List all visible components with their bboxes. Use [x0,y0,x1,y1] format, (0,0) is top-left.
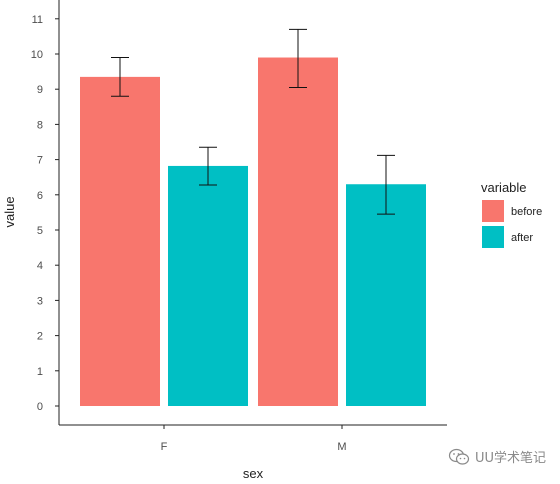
legend-label-before: before [511,206,542,218]
y-tick-label: 0 [37,401,43,413]
legend-swatch-before [482,200,504,222]
wechat-icon [448,448,470,465]
y-tick-label: 1 [37,366,43,378]
y-tick-label: 5 [37,225,43,237]
bar-before-F [80,76,160,406]
y-tick-label: 9 [37,84,43,96]
bar-before-M [258,57,338,407]
x-tick-label: M [337,441,346,453]
bar-after-M [346,184,426,406]
y-tick-label: 11 [32,14,43,26]
y-tick-label: 3 [37,295,43,307]
y-axis-ticks: 0 1 2 3 4 5 6 7 8 9 10 11 [31,14,59,413]
bars [80,57,426,407]
bar-after-F [168,165,248,406]
legend-swatch-after [482,226,504,248]
watermark: UU学术笔记 [448,447,546,466]
y-tick-label: 6 [37,190,43,202]
x-tick-label: F [161,441,168,453]
y-tick-label: 2 [37,331,43,343]
y-axis-title: value [2,196,17,227]
y-tick-label: 8 [37,119,43,131]
legend: variable before after [481,180,542,248]
y-tick-label: 10 [31,49,43,61]
watermark-text: UU学术笔记 [474,451,546,466]
y-tick-label: 4 [37,260,43,272]
legend-title: variable [481,180,527,195]
error-bars [111,28,395,215]
x-axis-title: sex [243,466,264,481]
legend-label-after: after [511,232,533,244]
y-tick-label: 7 [37,155,43,167]
